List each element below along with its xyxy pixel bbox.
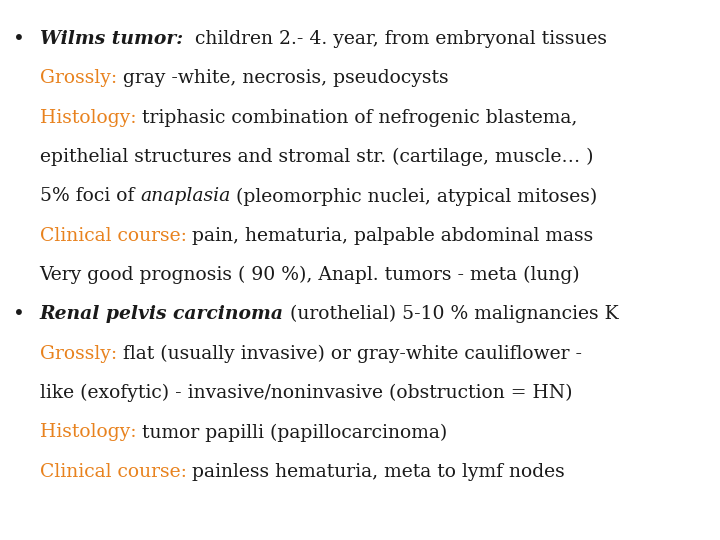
Text: triphasic combination of nefrogenic blastema,: triphasic combination of nefrogenic blas… xyxy=(142,109,577,126)
Text: 5% foci of: 5% foci of xyxy=(40,187,140,205)
Text: •: • xyxy=(13,30,24,49)
Text: •: • xyxy=(13,305,24,324)
Text: (pleomorphic nuclei, atypical mitoses): (pleomorphic nuclei, atypical mitoses) xyxy=(230,187,598,206)
Text: epithelial structures and stromal str. (cartilage, muscle… ): epithelial structures and stromal str. (… xyxy=(40,148,593,166)
Text: Renal pelvis carcinoma: Renal pelvis carcinoma xyxy=(40,305,284,323)
Text: children 2.- 4. year, from embryonal tissues: children 2.- 4. year, from embryonal tis… xyxy=(183,30,607,48)
Text: Wilms tumor:: Wilms tumor: xyxy=(40,30,183,48)
Text: anaplasia: anaplasia xyxy=(140,187,230,205)
Text: Clinical course:: Clinical course: xyxy=(40,463,192,481)
Text: flat (usually invasive) or gray-white cauliflower -: flat (usually invasive) or gray-white ca… xyxy=(122,345,582,363)
Text: Histology:: Histology: xyxy=(40,109,142,126)
Text: tumor papilli (papillocarcinoma): tumor papilli (papillocarcinoma) xyxy=(142,423,447,442)
Text: Grossly:: Grossly: xyxy=(40,345,122,362)
Text: painless hematuria, meta to lymf nodes: painless hematuria, meta to lymf nodes xyxy=(192,463,565,481)
Text: pain, hematuria, palpable abdominal mass: pain, hematuria, palpable abdominal mass xyxy=(192,227,594,245)
Text: like (exofytic) - invasive/noninvasive (obstruction = HN): like (exofytic) - invasive/noninvasive (… xyxy=(40,384,572,402)
Text: Very good prognosis ( 90 %), Anapl. tumors - meta (lung): Very good prognosis ( 90 %), Anapl. tumo… xyxy=(40,266,580,285)
Text: Grossly:: Grossly: xyxy=(40,69,122,87)
Text: gray -white, necrosis, pseudocysts: gray -white, necrosis, pseudocysts xyxy=(122,69,449,87)
Text: Clinical course:: Clinical course: xyxy=(40,227,192,245)
Text: (urothelial) 5-10 % malignancies K: (urothelial) 5-10 % malignancies K xyxy=(284,305,618,323)
Text: Histology:: Histology: xyxy=(40,423,142,441)
